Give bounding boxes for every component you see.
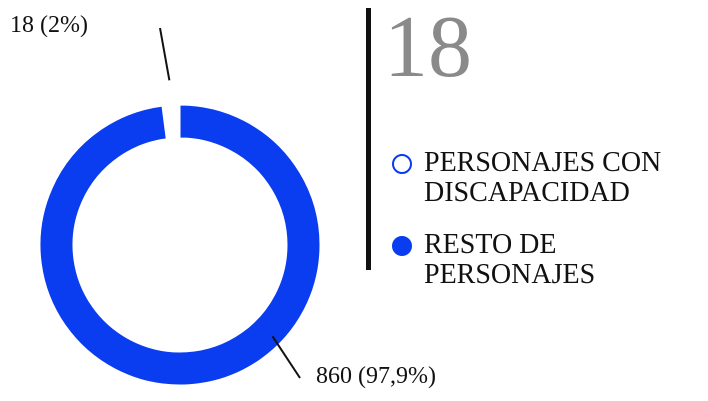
legend-label: RESTO DE PERSONAJES bbox=[424, 229, 596, 290]
legend-marker bbox=[392, 154, 412, 174]
legend-label: PERSONAJES CON DISCAPACIDAD bbox=[424, 147, 662, 208]
leader-line bbox=[271, 335, 301, 379]
legend-marker bbox=[392, 236, 412, 256]
divider bbox=[366, 8, 371, 270]
donut-slice bbox=[39, 104, 321, 386]
legend-item: RESTO DE PERSONAJES bbox=[392, 230, 692, 290]
highlight-number: 18 bbox=[384, 0, 472, 96]
legend-item: PERSONAJES CON DISCAPACIDAD bbox=[392, 148, 692, 208]
data-label: 860 (97,9%) bbox=[316, 363, 436, 389]
leader-line bbox=[159, 27, 171, 81]
data-label: 18 (2%) bbox=[10, 12, 88, 38]
